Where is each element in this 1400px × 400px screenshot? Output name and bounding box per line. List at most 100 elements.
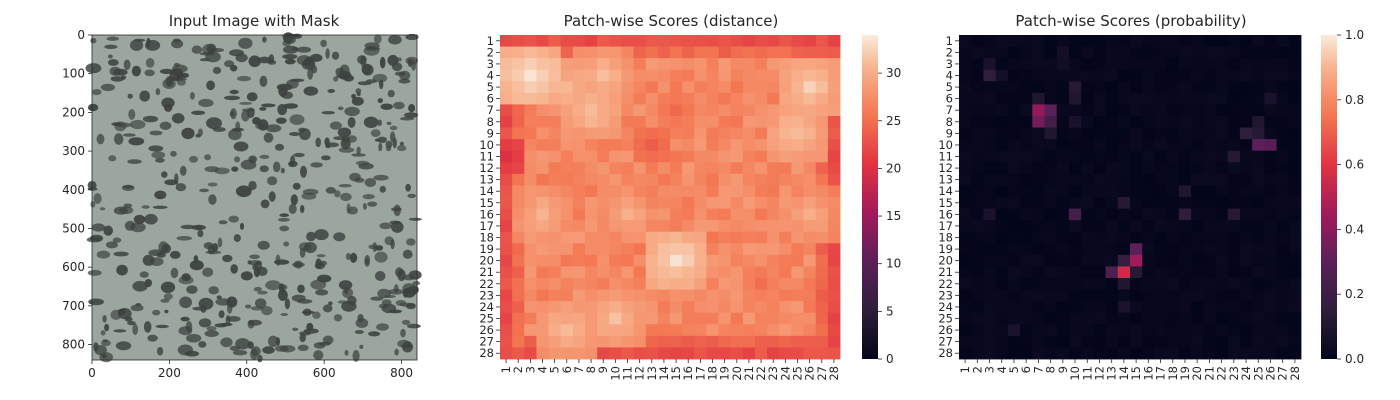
heatmap-cell	[572, 92, 586, 105]
heatmap-cell	[657, 220, 671, 233]
heatmap-cell	[767, 347, 780, 360]
heatmap-cell	[995, 208, 1009, 221]
heatmap-cell	[1154, 324, 1168, 337]
heatmap-cell	[1166, 46, 1180, 59]
heatmap-cell	[1032, 35, 1045, 47]
heatmap-cell	[767, 335, 780, 348]
heatmap-cell	[803, 289, 817, 302]
heatmap-cell	[815, 69, 829, 82]
heatmap-cell	[657, 46, 671, 59]
x-tick-label: 25	[1251, 366, 1265, 381]
heatmap-cell	[633, 208, 647, 221]
heatmap-cell	[815, 335, 829, 348]
heatmap-cell	[694, 324, 707, 337]
heatmap-cell	[791, 289, 804, 302]
heatmap-cell	[1020, 278, 1033, 290]
texture-spot	[390, 239, 395, 250]
heatmap-cell	[585, 266, 598, 279]
heatmap-cell	[1239, 127, 1253, 140]
texture-spot	[397, 145, 407, 152]
heatmap-cell	[633, 324, 647, 337]
heatmap-cell	[1130, 324, 1143, 337]
texture-spot	[389, 309, 402, 314]
texture-spot	[402, 283, 416, 294]
heatmap-cell	[1068, 266, 1082, 279]
heatmap-cell	[1227, 324, 1241, 337]
heatmap-cell	[560, 58, 574, 71]
heatmap-cell	[645, 243, 659, 256]
heatmap-cell	[560, 208, 574, 221]
texture-spot	[259, 154, 270, 159]
texture-spot	[265, 124, 282, 133]
texture-spot	[372, 242, 378, 253]
heatmap-cell	[742, 335, 756, 348]
texture-spot	[93, 193, 102, 204]
heatmap-cell	[706, 278, 719, 290]
heatmap-cell	[1203, 162, 1216, 175]
heatmap-cell	[1154, 127, 1168, 140]
heatmap-cell	[1007, 278, 1021, 290]
heatmap-cell	[742, 104, 756, 117]
heatmap-cell	[1227, 335, 1241, 348]
heatmap-cell	[718, 197, 732, 209]
heatmap-cell	[791, 220, 804, 233]
heatmap-cell	[1117, 266, 1131, 279]
y-tick-label: 0	[77, 28, 85, 42]
heatmap-cell	[742, 301, 756, 314]
heatmap-cell	[1105, 150, 1119, 163]
heatmap-cell	[815, 312, 829, 325]
heatmap-cell	[524, 243, 537, 256]
texture-spot	[204, 330, 219, 337]
heatmap-cell	[597, 278, 610, 290]
heatmap-cell	[1227, 254, 1241, 267]
texture-spot	[189, 260, 204, 271]
heatmap-cell	[983, 162, 997, 175]
heatmap-cell	[1020, 58, 1033, 71]
heatmap-cell	[1081, 243, 1094, 256]
heatmap-cell	[1239, 231, 1253, 244]
heatmap-cell	[983, 92, 997, 105]
heatmap-cell	[536, 150, 549, 163]
heatmap-cell	[1105, 81, 1119, 94]
heatmap-cell	[1056, 208, 1070, 221]
heatmap-cell	[1081, 69, 1094, 82]
heatmap-cell	[585, 35, 598, 47]
heatmap-cell	[536, 231, 549, 244]
heatmap-cell	[597, 243, 610, 256]
heatmap-cell	[524, 92, 537, 105]
heatmap-cell	[791, 266, 804, 279]
heatmap-cell	[657, 266, 671, 279]
heatmap-cell	[742, 324, 756, 337]
heatmap-cell	[971, 69, 984, 82]
heatmap-cell	[645, 312, 659, 325]
heatmap-cell	[755, 92, 768, 105]
x-tick-label: 15	[669, 366, 683, 381]
texture-spot	[400, 328, 406, 338]
texture-spot	[212, 66, 222, 75]
image-frame	[91, 34, 418, 361]
heatmap-cell	[645, 289, 659, 302]
heatmap-cell	[791, 46, 804, 59]
heatmap-cell	[1276, 162, 1290, 175]
texture-spot	[119, 206, 134, 215]
heatmap-cell	[1056, 220, 1070, 233]
texture-spot	[356, 92, 361, 96]
x-tick-label: 25	[791, 366, 805, 381]
heatmap-cell	[1264, 104, 1277, 117]
heatmap-cell	[1068, 220, 1082, 233]
texture-spot	[142, 254, 155, 266]
heatmap-cell	[706, 104, 719, 117]
heatmap-cell	[1130, 69, 1143, 82]
heatmap-cell	[755, 69, 768, 82]
heatmap-cell	[1130, 92, 1143, 105]
texture-spot	[373, 174, 389, 181]
heatmap-cell	[560, 220, 574, 233]
heatmap-cell	[706, 266, 719, 279]
heatmap-cell	[1142, 335, 1155, 348]
heatmap-cell	[1105, 173, 1119, 186]
heatmap-cell	[670, 289, 683, 302]
texture-spot	[355, 160, 370, 166]
texture-spot	[351, 96, 364, 106]
texture-spot	[267, 176, 278, 186]
heatmap-cell	[1056, 185, 1070, 198]
